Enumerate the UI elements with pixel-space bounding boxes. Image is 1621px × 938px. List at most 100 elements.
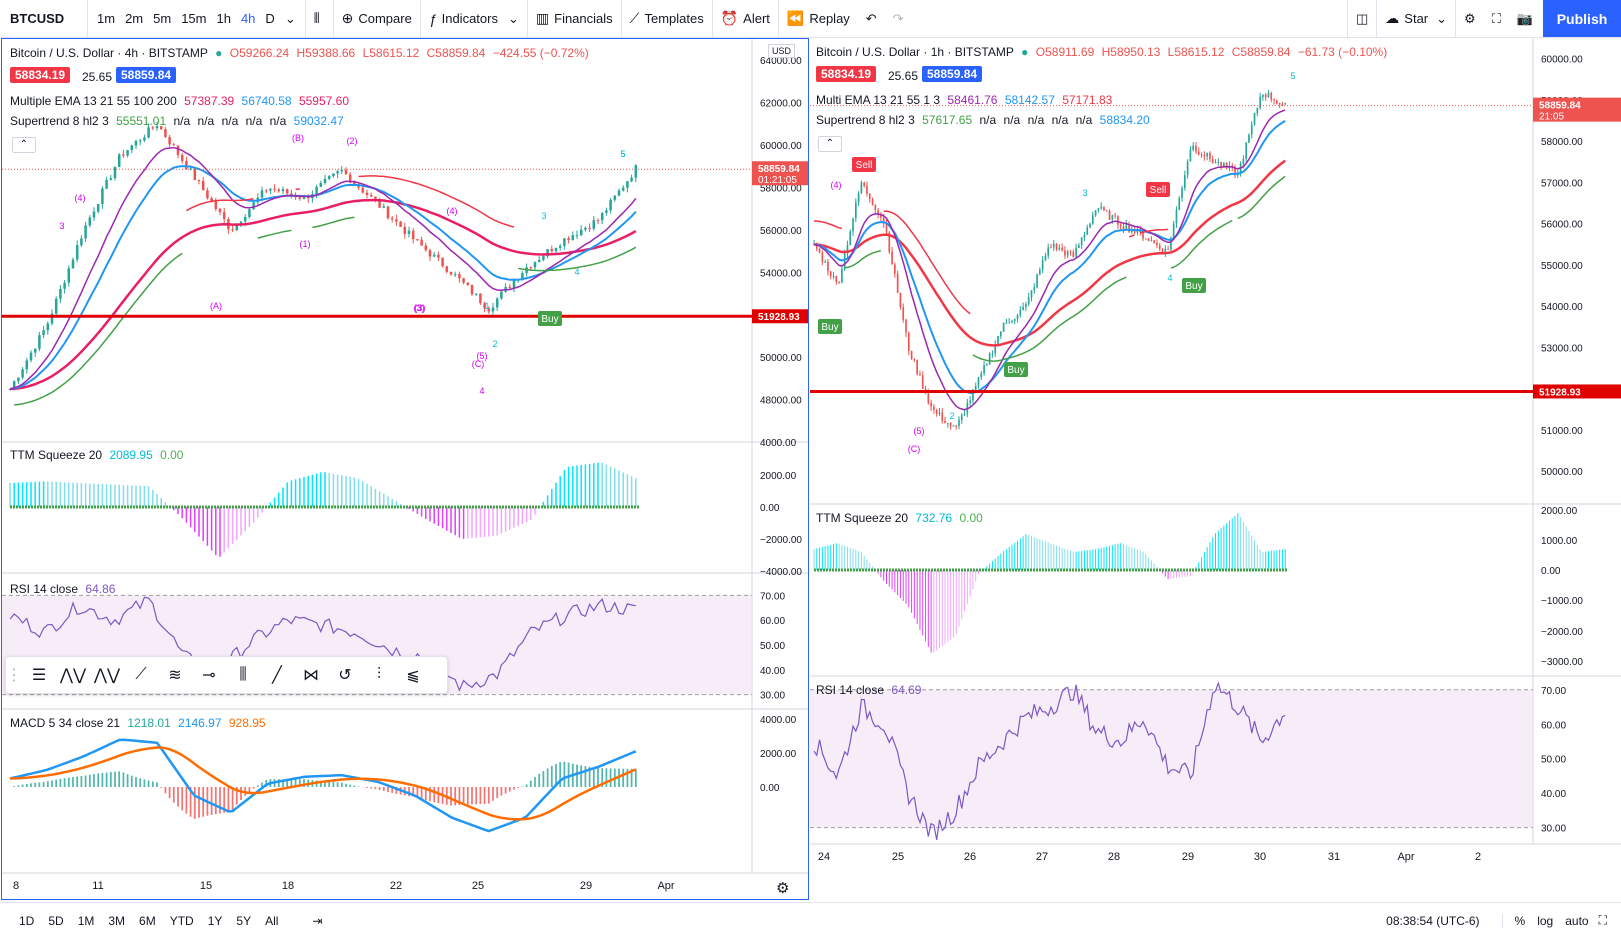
compare-button[interactable]: ⊕ Compare (332, 0, 420, 38)
left-chart-canvas[interactable]: 64000.00 62000.00 60000.00 58000.00 56000.00… (2, 39, 808, 899)
candle (533, 262, 537, 268)
vertical-lines-icon[interactable]: ⫼ (239, 666, 247, 683)
candle (1103, 206, 1105, 211)
currency-label[interactable]: USD (768, 44, 796, 58)
range-6m[interactable]: 6M (139, 913, 156, 928)
financials-button[interactable]: ▥ Financials (526, 0, 621, 38)
range-5y[interactable]: 5Y (236, 913, 252, 928)
tf-2m[interactable]: 2m (125, 11, 144, 26)
range-1m[interactable]: 1M (77, 913, 95, 928)
snapshot-button[interactable]: 📷 (1509, 0, 1541, 38)
candle (986, 364, 988, 366)
macd-tick-label: −2000.00 (760, 39, 802, 42)
range-5d[interactable]: 5D (48, 913, 64, 928)
tf-5m[interactable]: 5m (153, 11, 172, 26)
bar-chart-icon: ▥ (535, 10, 550, 26)
wave-label: 5 (1290, 71, 1295, 81)
ema-value-3: 55957.60 (298, 94, 349, 108)
settings-button[interactable]: ⚙ (1455, 0, 1484, 38)
curve-icon[interactable]: ↺ (338, 667, 352, 684)
left-ema-legend[interactable]: Multiple EMA 13 21 55 100 200 57387.39 5… (10, 93, 353, 109)
candle (206, 190, 209, 199)
candle (1091, 215, 1094, 224)
chart-type-button[interactable]: ⫴ (304, 0, 333, 38)
drag-handle-icon[interactable]: ⋮ (6, 667, 22, 684)
alert-button[interactable]: ⏰ Alert (711, 0, 778, 38)
left-macd-legend[interactable]: MACD 5 34 close 21 1218.01 2146.97 928.9… (10, 715, 270, 731)
tf-4h[interactable]: 4h (240, 11, 256, 26)
right-chart[interactable]: 60000.0059000.0058000.0057000.0056000.00… (810, 38, 1621, 900)
percent-toggle[interactable]: % (1501, 913, 1525, 928)
tf-1m[interactable]: 1m (97, 11, 116, 26)
candle (315, 186, 318, 195)
horizontal-ray-icon[interactable]: ⊸ (202, 667, 216, 684)
macd-line-value: 2146.97 (178, 716, 222, 730)
left-chart[interactable]: 64000.00 62000.00 60000.00 58000.00 56000.00… (1, 38, 809, 900)
templates-button[interactable]: ⟋ Templates (620, 0, 712, 38)
collapse-legend-button[interactable]: ⌃ (818, 136, 842, 152)
expand-icon[interactable]: ⛶ (1598, 913, 1607, 927)
symbol-search[interactable]: BTCUSD (0, 0, 88, 38)
chevron-down-icon[interactable]: ⌄ (284, 10, 296, 26)
tf-1h[interactable]: 1h (216, 11, 231, 26)
candle (424, 245, 428, 251)
right-rsi-legend[interactable]: RSI 14 close 64.69 (816, 682, 925, 698)
right-ask-badge[interactable]: 58859.84 (922, 66, 983, 82)
pattern-icon[interactable]: ⋈ (303, 667, 319, 684)
wave-label: 2 (492, 339, 497, 349)
candle (874, 205, 877, 211)
wave-15-icon[interactable]: ⋀⋁ (59, 667, 87, 684)
indicators-button[interactable]: ƒ Indicators ⌄ (419, 0, 527, 38)
redo-button[interactable]: ↷ (885, 0, 912, 38)
range-3m[interactable]: 3M (108, 913, 126, 928)
range-all[interactable]: All (265, 913, 279, 928)
layout-name-button[interactable]: ☁ Star ⌄ (1376, 0, 1455, 38)
range-1d[interactable]: 1D (19, 913, 35, 928)
left-rsi-legend[interactable]: RSI 14 close 64.86 (10, 581, 119, 597)
candle (130, 145, 134, 151)
replay-button[interactable]: ⏪ Replay (777, 0, 858, 38)
tf-15m[interactable]: 15m (181, 11, 207, 26)
position-icon[interactable]: ⫶ (376, 666, 381, 683)
wave-abc-icon[interactable]: ⋀⋁ (93, 667, 121, 684)
auto-toggle[interactable]: auto (1565, 913, 1589, 928)
log-toggle[interactable]: log (1537, 913, 1554, 928)
ttm-tick-label: 1000.00 (1541, 536, 1578, 547)
layout-button[interactable]: ◫ (1347, 0, 1376, 38)
trendline-icon[interactable]: ⟋ (135, 666, 147, 683)
right-legend-main: Bitcoin / U.S. Dollar · 1h · BITSTAMP ● … (816, 44, 1391, 60)
channel-icon[interactable]: ≋ (168, 667, 182, 684)
ttm-tick-label: 2000.00 (760, 471, 797, 482)
candle (1086, 227, 1089, 235)
candle (437, 254, 440, 258)
candle (327, 176, 331, 179)
clock[interactable]: 08:38:54 (UTC-6) (1386, 913, 1480, 928)
candle (1058, 247, 1061, 250)
right-bid-badge[interactable]: 58834.19 (816, 66, 877, 82)
left-st-legend[interactable]: Supertrend 8 hl2 3 55551.01 n/a n/a n/a … (10, 113, 348, 129)
right-ttm-legend[interactable]: TTM Squeeze 20 732.76 0.00 (816, 510, 987, 526)
st-value-7: 59032.47 (293, 114, 344, 128)
candle (1044, 255, 1047, 261)
right-ema-legend[interactable]: Multi EMA 13 21 55 1 3 58461.76 58142.57… (816, 92, 1116, 108)
goto-date-icon[interactable]: ⇥ (312, 913, 323, 928)
candle (896, 273, 899, 293)
right-st-legend[interactable]: Supertrend 8 hl2 3 57617.65 n/a n/a n/a … (816, 112, 1154, 128)
range-ytd[interactable]: YTD (169, 913, 194, 928)
candle (596, 220, 600, 222)
collapse-legend-button[interactable]: ⌃ (12, 137, 36, 153)
left-ask-badge[interactable]: 58859.84 (116, 67, 177, 83)
right-chart-canvas[interactable]: 60000.0059000.0058000.0057000.0056000.00… (810, 38, 1621, 898)
left-bid-badge[interactable]: 58834.19 (10, 67, 71, 83)
horizontal-lines-icon[interactable]: ☰ (31, 667, 47, 684)
tf-d[interactable]: D (265, 11, 275, 26)
publish-button[interactable]: Publish (1543, 0, 1621, 37)
plus-circle-icon: ⊕ (341, 10, 354, 26)
undo-button[interactable]: ↶ (858, 0, 885, 38)
settings-lines-icon[interactable]: ⫹ (406, 667, 420, 684)
range-1y[interactable]: 1Y (207, 913, 223, 928)
candle (445, 266, 449, 272)
line-icon[interactable]: ╱ (272, 667, 282, 684)
left-ttm-legend[interactable]: TTM Squeeze 20 2089.95 0.00 (10, 447, 187, 463)
fullscreen-button[interactable]: ⛶ (1484, 0, 1509, 38)
